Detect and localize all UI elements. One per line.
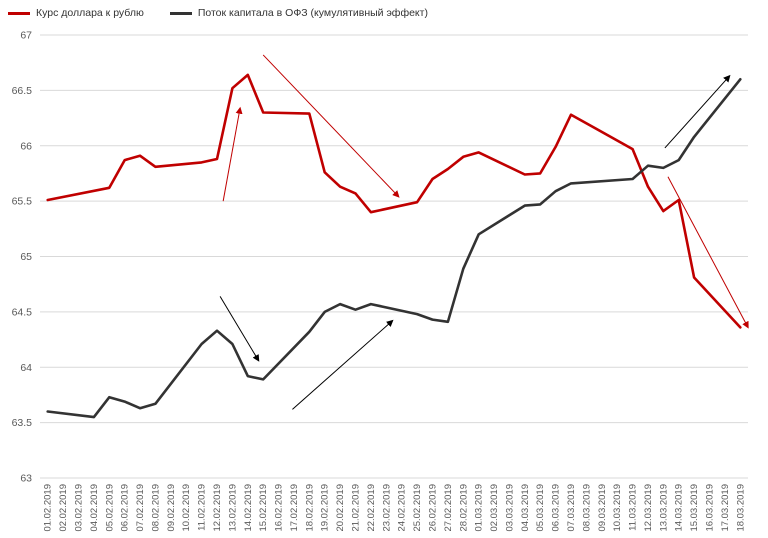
x-tick-label-21: 22.02.2019	[366, 484, 377, 532]
x-tick-label-9: 10.02.2019	[181, 484, 192, 532]
x-tick-label-5: 06.02.2019	[120, 484, 131, 532]
x-tick-label-10: 11.02.2019	[197, 484, 208, 531]
x-tick-label-3: 04.02.2019	[89, 484, 100, 532]
y-tick-label-7: 66.5	[12, 85, 33, 97]
x-tick-label-17: 18.02.2019	[304, 484, 315, 532]
x-tick-label-1: 02.02.2019	[58, 484, 69, 532]
x-tick-label-2: 03.02.2019	[73, 484, 84, 532]
y-tick-label-3: 64.5	[12, 306, 33, 318]
x-tick-label-39: 12.03.2019	[643, 484, 654, 532]
annotation-arrow-4	[292, 319, 394, 410]
series-line-ofz-flow	[46, 78, 742, 419]
x-tick-label-31: 04.03.2019	[520, 484, 531, 532]
x-tick-label-41: 14.03.2019	[674, 484, 685, 532]
x-tick-label-11: 12.02.2019	[212, 484, 223, 532]
y-tick-label-8: 67	[20, 30, 32, 42]
x-tick-label-23: 24.02.2019	[397, 484, 408, 532]
x-tick-label-42: 15.03.2019	[689, 484, 700, 532]
legend-item-ofz-flow[interactable]: Поток капитала в ОФЗ (кумулятивный эффек…	[169, 7, 428, 19]
x-tick-label-13: 14.02.2019	[243, 484, 254, 532]
x-tick-label-20: 21.02.2019	[351, 484, 362, 532]
x-tick-label-16: 17.02.2019	[289, 484, 300, 532]
x-tick-label-18: 19.02.2019	[320, 484, 331, 532]
x-tick-label-0: 01.02.2019	[43, 484, 54, 532]
x-tick-label-6: 07.02.2019	[135, 484, 146, 532]
y-tick-label-5: 65.5	[12, 196, 33, 208]
y-tick-label-1: 63.5	[12, 417, 33, 429]
y-tick-label-4: 65	[20, 251, 32, 263]
x-tick-label-22: 23.02.2019	[381, 484, 392, 532]
legend-swatch-usd-rub	[8, 11, 30, 15]
x-tick-label-32: 05.03.2019	[535, 484, 546, 532]
x-tick-label-14: 15.02.2019	[258, 484, 269, 532]
x-tick-label-43: 16.03.2019	[705, 484, 716, 532]
x-tick-label-19: 20.02.2019	[335, 484, 346, 532]
x-tick-label-12: 13.02.2019	[227, 484, 238, 532]
y-tick-label-6: 66	[20, 140, 32, 152]
legend: Курс доллара к рублю Поток капитала в ОФ…	[8, 7, 428, 19]
legend-label-usd-rub: Курс доллара к рублю	[36, 7, 144, 19]
x-tick-label-4: 05.02.2019	[104, 484, 115, 532]
x-tick-label-35: 08.03.2019	[581, 484, 592, 532]
x-tick-label-30: 03.03.2019	[504, 484, 515, 532]
x-tick-label-36: 09.03.2019	[597, 484, 608, 532]
legend-label-ofz-flow: Поток капитала в ОФЗ (кумулятивный эффек…	[197, 7, 428, 19]
annotation-arrow-5	[664, 74, 731, 149]
x-tick-label-24: 25.02.2019	[412, 484, 423, 532]
x-tick-label-15: 16.02.2019	[274, 484, 285, 532]
series-line-usd-rub	[46, 73, 742, 329]
x-tick-label-33: 06.03.2019	[551, 484, 562, 532]
legend-swatch-ofz-flow	[169, 11, 192, 15]
x-tick-label-25: 26.02.2019	[427, 484, 438, 532]
x-tick-label-40: 13.03.2019	[658, 484, 669, 532]
annotation-arrow-3	[219, 296, 260, 362]
x-tick-label-27: 28.02.2019	[458, 484, 469, 532]
x-tick-label-34: 07.03.2019	[566, 484, 577, 532]
x-tick-label-8: 09.02.2019	[166, 484, 177, 532]
x-tick-label-44: 17.03.2019	[720, 484, 731, 532]
x-tick-label-45: 18.03.2019	[735, 484, 746, 532]
x-tick-label-29: 02.03.2019	[489, 484, 500, 532]
y-tick-label-0: 63	[20, 473, 32, 485]
legend-item-usd-rub[interactable]: Курс доллара к рублю	[8, 7, 144, 19]
annotation-arrow-0	[222, 106, 243, 202]
x-tick-label-7: 08.02.2019	[150, 484, 161, 532]
x-tick-label-26: 27.02.2019	[443, 484, 454, 532]
annotation-arrow-2	[667, 176, 749, 329]
y-tick-label-2: 64	[20, 362, 32, 374]
annotation-arrow-1	[262, 54, 400, 198]
x-tick-label-37: 10.03.2019	[612, 484, 623, 532]
x-tick-label-38: 11.03.2019	[628, 484, 639, 531]
x-tick-label-28: 01.03.2019	[474, 484, 485, 532]
